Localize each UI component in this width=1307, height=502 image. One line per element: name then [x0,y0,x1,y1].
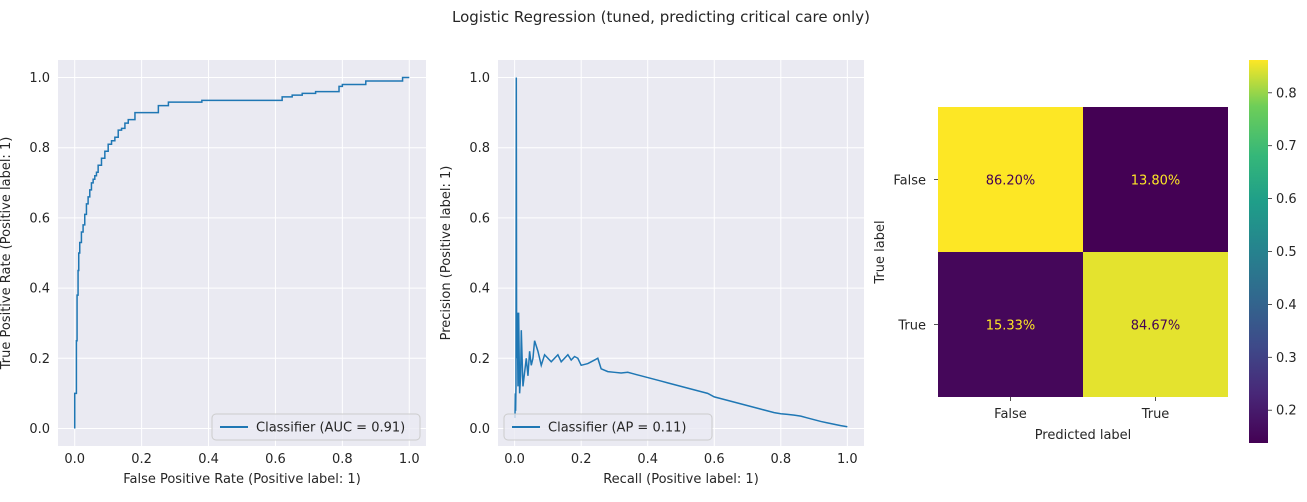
pr-legend: Classifier (AP = 0.11) [503,413,713,441]
cm-cell [1083,107,1228,252]
roc-x-tick-label: 0.4 [198,452,219,467]
pr-plot-area [498,60,864,446]
cm-y-axis-label: True label [873,220,888,284]
pr-y-tick-label: 0.4 [469,282,490,297]
colorbar-tick-label: 0.7 [1276,139,1297,154]
roc-series-line [73,76,410,429]
cm-cell-label: 84.67% [1131,319,1181,334]
pr-x-tick-label: 0.6 [704,452,725,467]
roc-y-axis-label: True Positive Rate (Positive label: 1) [0,137,14,371]
roc-axes: 0.0 0.2 0.4 0.6 0.8 1.0 0.0 0.2 0.4 0.6 0.8 1.0 Fals… [0,60,426,487]
pr-x-tick-label: 0.4 [637,452,658,467]
cm-cell [938,107,1083,252]
pr-legend-label: Classifier (AP = 0.11) [548,421,686,436]
cm-x-axis-label: Predicted label [1035,428,1132,443]
roc-legend: Classifier (AUC = 0.91) [211,413,421,441]
pr-axes: 0.0 0.2 0.4 0.6 0.8 1.0 0.0 0.2 0.4 0.6 0.8 1.0 Reca… [439,60,864,487]
roc-x-tick-label: 0.8 [332,452,353,467]
colorbar-tick-label: 0.2 [1276,404,1297,419]
pr-y-axis-label: Precision (Positive label: 1) [439,166,454,341]
cm-x-tick-label: False [994,407,1027,422]
figure-title: Logistic Regression (tuned, predicting c… [452,8,870,26]
roc-x-tick-label: 0.6 [265,452,286,467]
cm-y-tick-label: True [897,319,926,334]
pr-y-tick-label: 1.0 [469,71,490,86]
cm-cell-label: 86.20% [986,174,1036,189]
roc-x-axis-label: False Positive Rate (Positive label: 1) [123,472,361,487]
cm-cell-label: 15.33% [986,319,1036,334]
pr-series-line [514,77,848,428]
roc-x-tick-label: 0.0 [64,452,85,467]
pr-x-tick-label: 0.2 [571,452,592,467]
roc-legend-label: Classifier (AUC = 0.91) [256,421,405,436]
colorbar-gradient [1249,60,1268,443]
cm-cell [1083,252,1228,397]
colorbar-tick-label: 0.4 [1276,298,1297,313]
colorbar: 0.2 0.3 0.4 0.5 0.6 0.7 0.8 [1249,60,1297,443]
cm-y-tick-label: False [893,174,926,189]
pr-y-tick-label: 0.6 [469,211,490,226]
colorbar-tick-label: 0.8 [1276,86,1297,101]
roc-legend-box [211,413,421,441]
pr-y-tick-label: 0.2 [469,352,490,367]
cm-x-tick-label: True [1141,407,1170,422]
cm-cell [938,252,1083,397]
roc-x-tick-label: 0.2 [131,452,152,467]
colorbar-tick-label: 0.5 [1276,245,1297,260]
roc-y-tick-label: 0.4 [29,282,50,297]
pr-x-tick-label: 0.0 [504,452,525,467]
colorbar-tick-label: 0.6 [1276,192,1297,207]
pr-y-tick-label: 0.8 [469,141,490,156]
roc-y-tick-label: 0.8 [29,141,50,156]
roc-x-tick-label: 1.0 [399,452,420,467]
pr-legend-box [503,413,713,441]
cm-cell-label: 13.80% [1131,174,1181,189]
confusion-matrix-axes: 86.20% 13.80% 15.33% 84.67% False True False Tr… [873,107,1228,443]
colorbar-tick-label: 0.3 [1276,351,1297,366]
roc-y-tick-label: 0.0 [29,422,50,437]
pr-x-axis-label: Recall (Positive label: 1) [603,472,759,487]
roc-plot-area [58,60,426,446]
pr-x-tick-label: 0.8 [770,452,791,467]
roc-y-tick-label: 0.6 [29,211,50,226]
roc-y-tick-label: 1.0 [29,71,50,86]
pr-y-tick-label: 0.0 [469,422,490,437]
pr-x-tick-label: 1.0 [837,452,858,467]
roc-y-tick-label: 0.2 [29,352,50,367]
